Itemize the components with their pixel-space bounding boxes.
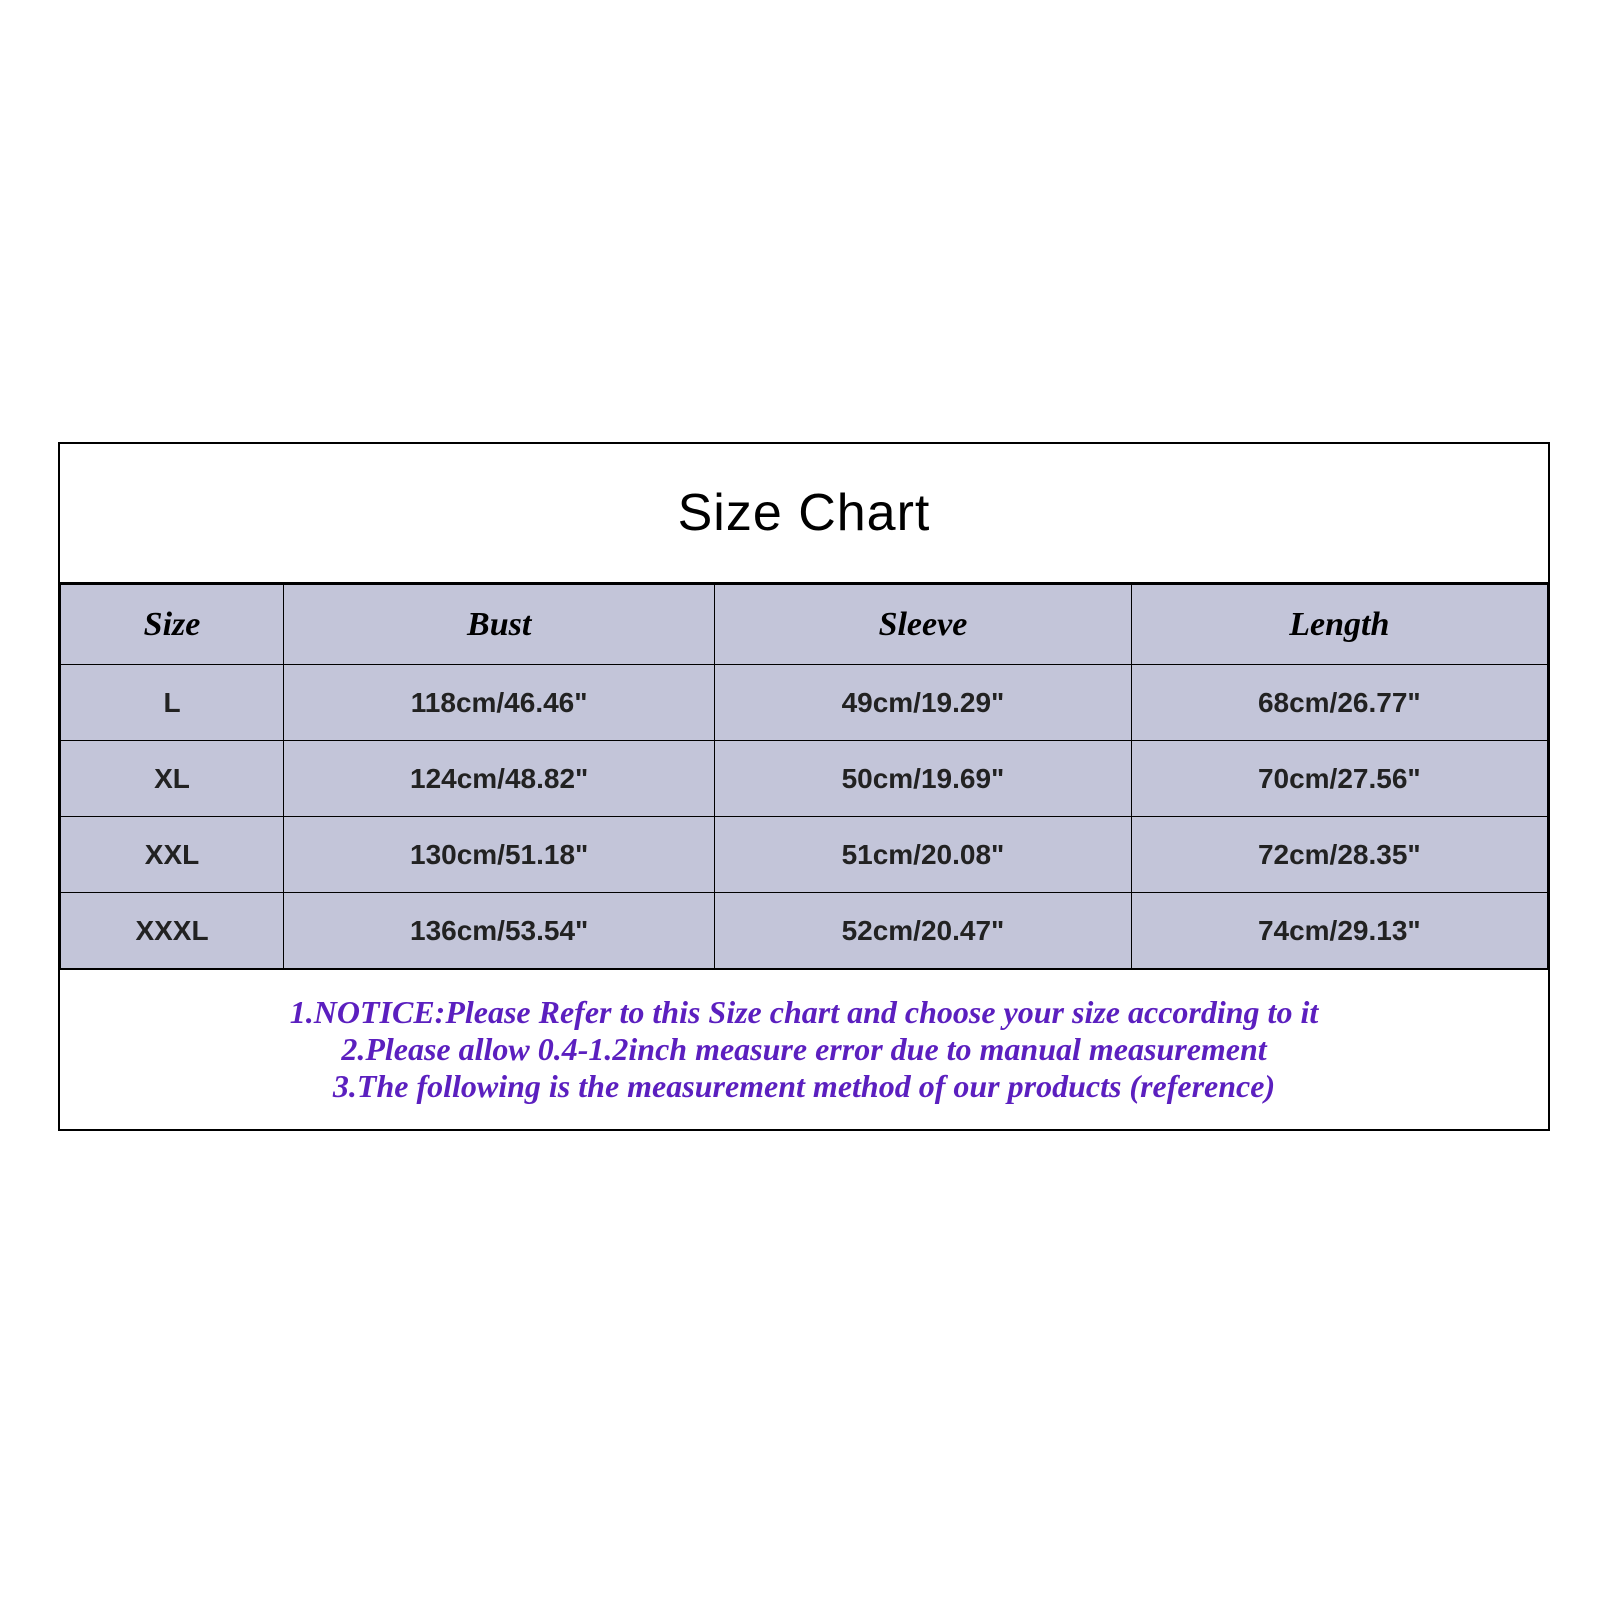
table-row: XL124cm/48.82"50cm/19.69"70cm/27.56" <box>61 741 1548 817</box>
table-cell: 72cm/28.35" <box>1131 817 1547 893</box>
table-cell: 51cm/20.08" <box>715 817 1131 893</box>
table-cell: XXXL <box>61 893 284 969</box>
notice-section: 1.NOTICE:Please Refer to this Size chart… <box>60 969 1548 1129</box>
table-cell: 136cm/53.54" <box>284 893 715 969</box>
table-row: XXXL136cm/53.54"52cm/20.47"74cm/29.13" <box>61 893 1548 969</box>
table-cell: 52cm/20.47" <box>715 893 1131 969</box>
column-header: Sleeve <box>715 585 1131 665</box>
column-header: Length <box>1131 585 1547 665</box>
table-cell: 118cm/46.46" <box>284 665 715 741</box>
table-cell: 124cm/48.82" <box>284 741 715 817</box>
table-cell: 50cm/19.69" <box>715 741 1131 817</box>
table-cell: L <box>61 665 284 741</box>
table-header-row: SizeBustSleeveLength <box>61 585 1548 665</box>
chart-title-text: Size Chart <box>678 483 931 543</box>
size-table: SizeBustSleeveLength L118cm/46.46"49cm/1… <box>60 584 1548 969</box>
table-cell: 74cm/29.13" <box>1131 893 1547 969</box>
table-cell: 130cm/51.18" <box>284 817 715 893</box>
notice-line: 1.NOTICE:Please Refer to this Size chart… <box>290 994 1318 1031</box>
table-cell: XXL <box>61 817 284 893</box>
table-cell: 49cm/19.29" <box>715 665 1131 741</box>
table-cell: XL <box>61 741 284 817</box>
notice-line: 3.The following is the measurement metho… <box>333 1068 1275 1105</box>
size-chart-container: Size Chart SizeBustSleeveLength L118cm/4… <box>58 442 1550 1131</box>
chart-title: Size Chart <box>60 444 1548 584</box>
table-row: XXL130cm/51.18"51cm/20.08"72cm/28.35" <box>61 817 1548 893</box>
table-cell: 70cm/27.56" <box>1131 741 1547 817</box>
column-header: Bust <box>284 585 715 665</box>
notice-line: 2.Please allow 0.4-1.2inch measure error… <box>341 1031 1266 1068</box>
column-header: Size <box>61 585 284 665</box>
table-cell: 68cm/26.77" <box>1131 665 1547 741</box>
table-row: L118cm/46.46"49cm/19.29"68cm/26.77" <box>61 665 1548 741</box>
